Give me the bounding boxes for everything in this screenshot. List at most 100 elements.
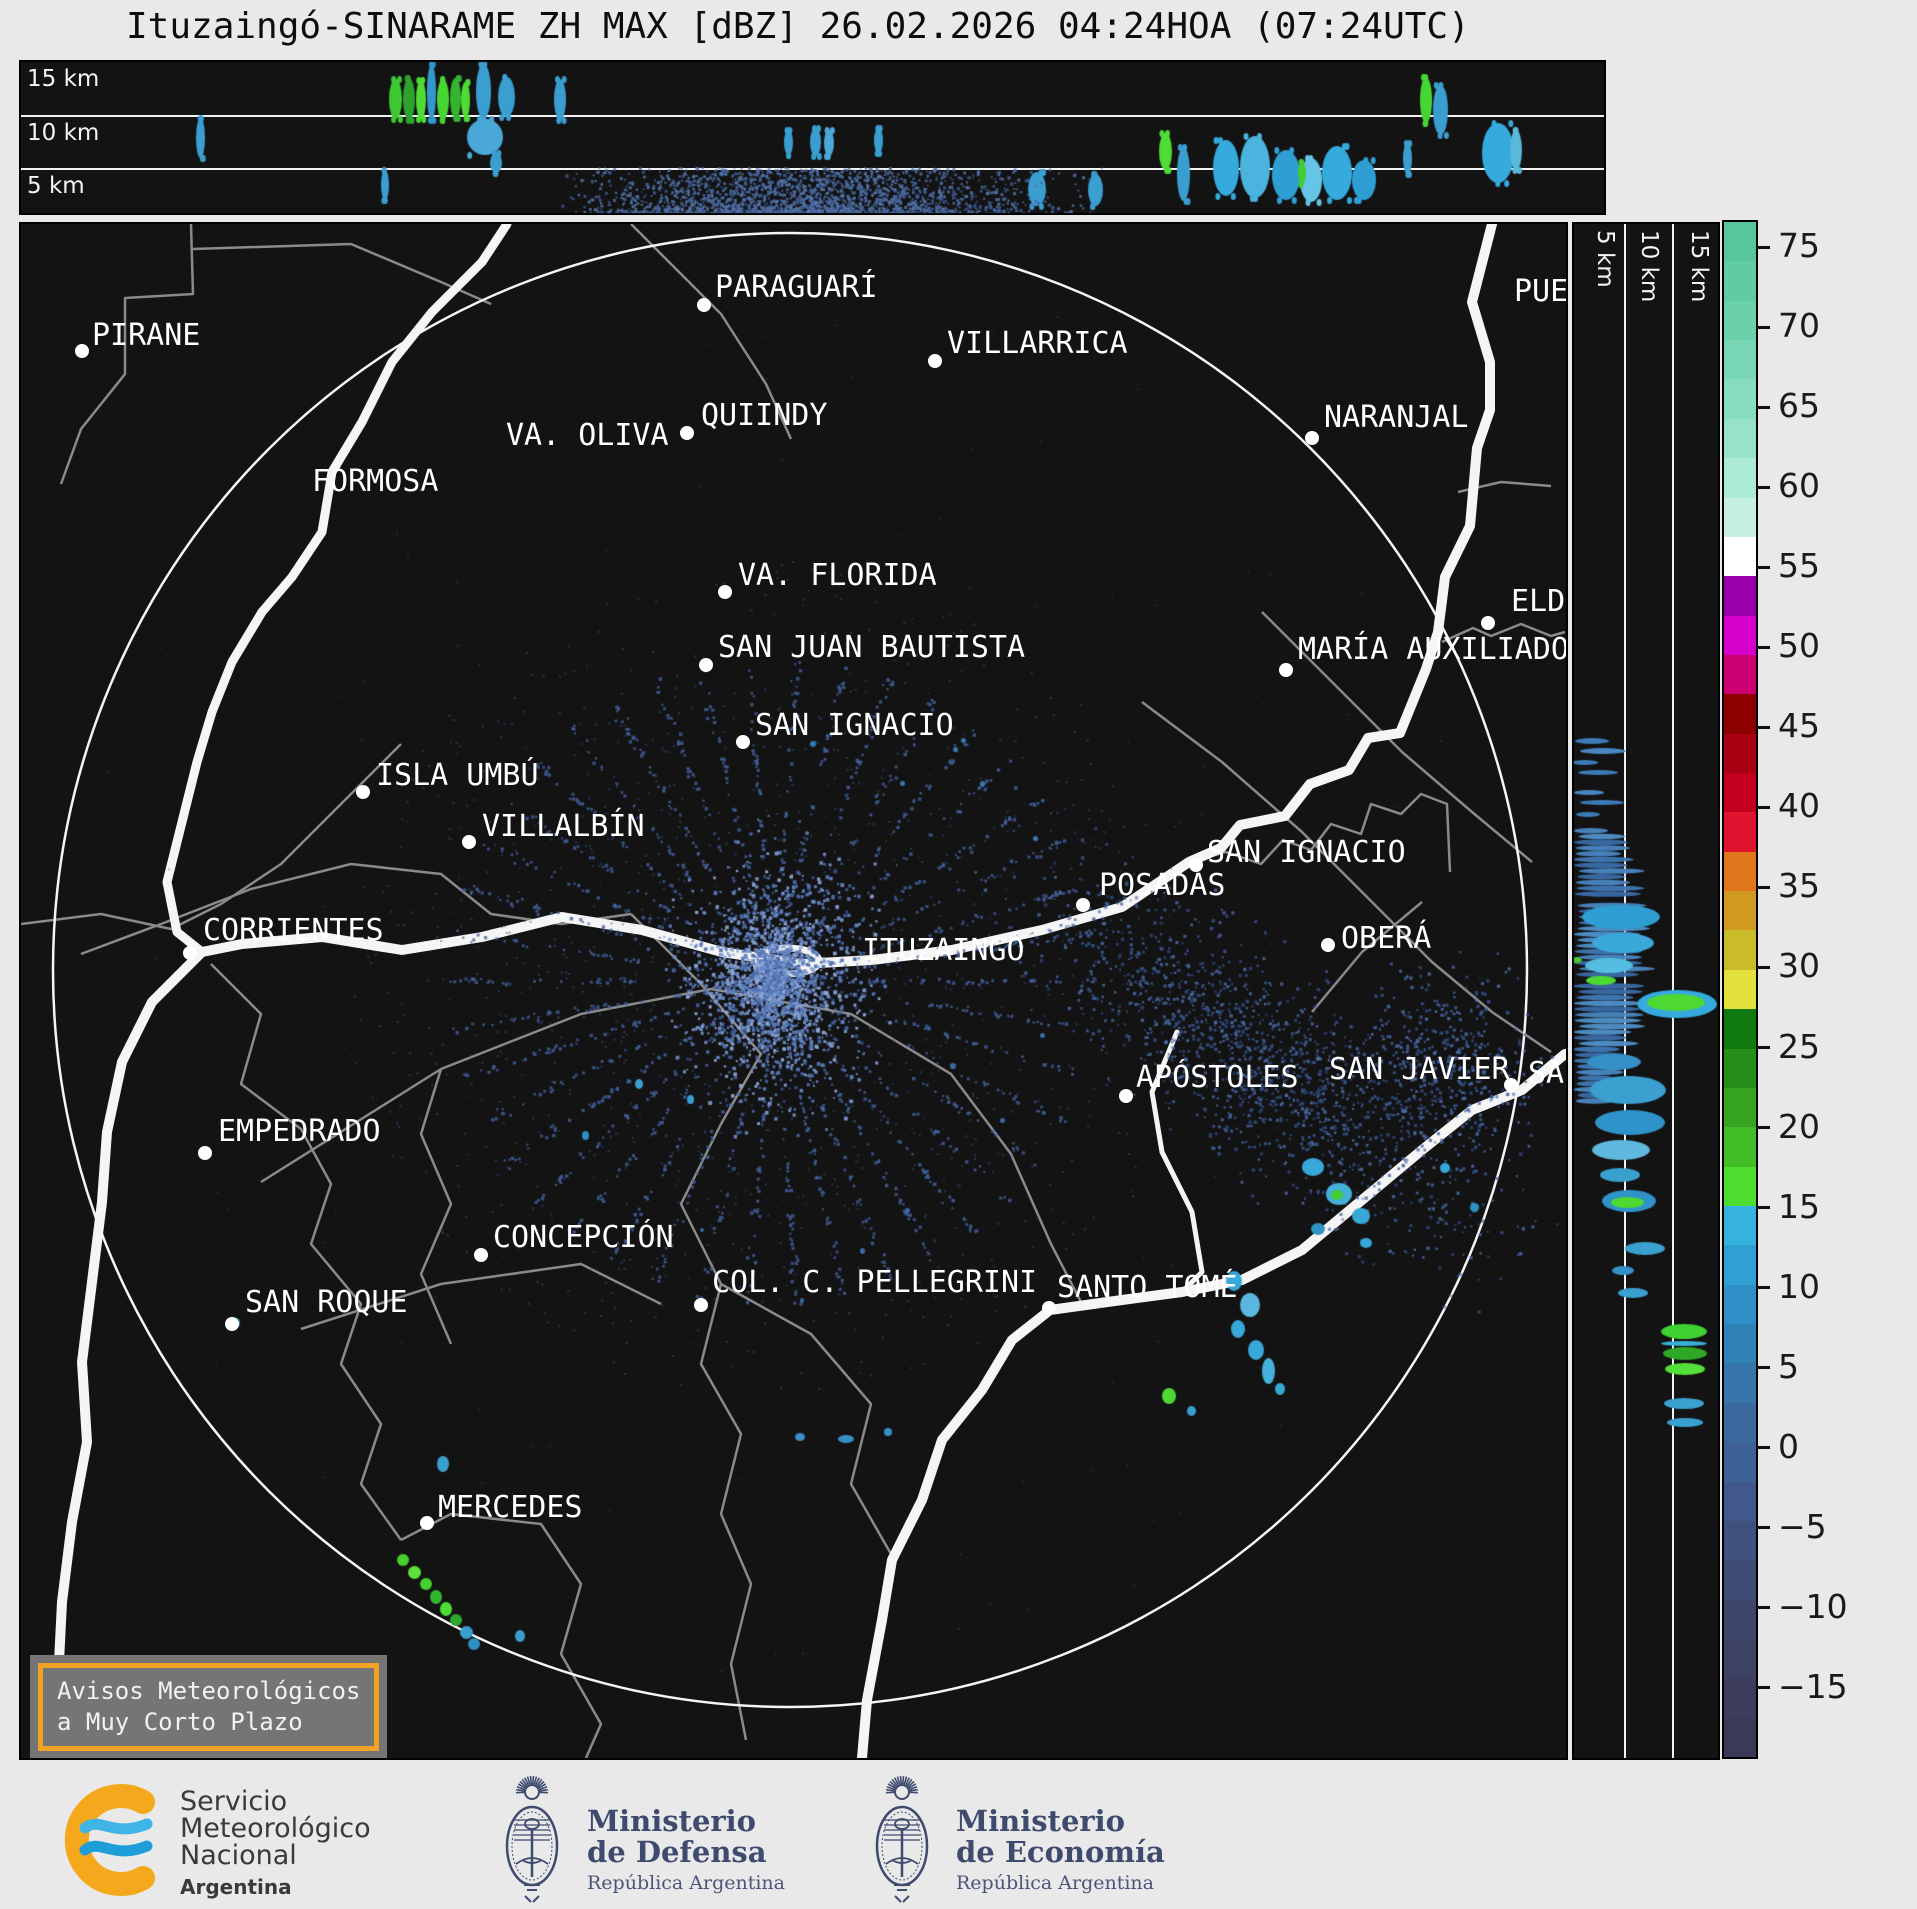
- colorbar-tick-label: 5: [1778, 1346, 1799, 1386]
- city-dot: [1076, 898, 1090, 912]
- colorbar-segment: [1724, 812, 1756, 852]
- height-label-10km: 10 km: [27, 120, 100, 146]
- colorbar-segment: [1724, 1284, 1756, 1325]
- colorbar-tick: [1757, 1606, 1770, 1610]
- colorbar-tick: [1757, 405, 1770, 409]
- colorbar-segment: [1724, 930, 1756, 970]
- colorbar-tick: [1757, 565, 1770, 569]
- city-label: VA. OLIVA: [506, 418, 669, 453]
- colorbar-segment: [1724, 694, 1756, 734]
- city-label: ELDORADO: [1511, 584, 1566, 619]
- defensa-line-1: Ministerio: [587, 1804, 757, 1838]
- colorbar-segment: [1724, 615, 1756, 655]
- smn-line-1: Servicio: [180, 1786, 288, 1817]
- city-label: SAN IGNACIO: [755, 708, 954, 743]
- colorbar-segment: [1724, 1324, 1756, 1364]
- range-circle: [51, 231, 1529, 1709]
- city-label: APÓSTOLES: [1136, 1060, 1299, 1095]
- colorbar-segment: [1724, 418, 1756, 459]
- colorbar-tick-label: 45: [1778, 706, 1820, 746]
- city-dot: [75, 344, 89, 358]
- colorbar-segment: [1724, 1245, 1756, 1285]
- colorbar-tick-label: 70: [1778, 305, 1820, 345]
- city-label: CONCEPCIÓN: [493, 1220, 674, 1255]
- colorbar-tick-label: 60: [1778, 466, 1820, 506]
- colorbar-tick-label: −15: [1778, 1666, 1848, 1706]
- city-label: SAN IGNACIO: [1207, 835, 1406, 870]
- colorbar-tick-label: 30: [1778, 946, 1820, 986]
- economia-logo-text: Ministerio de Economía República Argenti…: [956, 1806, 1165, 1895]
- colorbar-tick: [1757, 1206, 1770, 1210]
- dbz-colorbar: [1722, 220, 1758, 1759]
- city-dot: [1305, 431, 1319, 445]
- city-label: POSADAS: [1099, 868, 1226, 903]
- colorbar-segment: [1724, 1048, 1756, 1088]
- city-dot: [462, 835, 476, 849]
- defensa-logo-text: Ministerio de Defensa República Argentin…: [587, 1804, 785, 1895]
- city-dot: [680, 426, 694, 440]
- colorbar-tick: [1757, 805, 1770, 809]
- colorbar-segment: [1724, 1402, 1756, 1443]
- city-label: MARÍA AUXILIADORA: [1298, 632, 1568, 667]
- warning-notice-box[interactable]: Avisos Meteorológicos a Muy Corto Plazo: [30, 1655, 388, 1758]
- colorbar-tick: [1757, 1446, 1770, 1450]
- map-panel: Avisos Meteorológicos a Muy Corto Plazo …: [19, 222, 1568, 1760]
- city-dot: [420, 1516, 434, 1530]
- colorbar-tick-label: 75: [1778, 225, 1820, 265]
- city-label: EMPEDRADO: [218, 1114, 381, 1149]
- uruguay-river: [857, 1049, 1566, 1758]
- height-gridline-10km-v: [1624, 224, 1626, 1758]
- colorbar-tick-label: 25: [1778, 1026, 1820, 1066]
- defensa-line-3: República Argentina: [587, 1872, 785, 1894]
- colorbar-segment: [1724, 1205, 1756, 1246]
- city-label: PUERTO: [1514, 274, 1568, 309]
- defensa-line-2: de Defensa: [587, 1835, 767, 1869]
- height-label-5km: 5 km: [27, 173, 85, 199]
- colorbar-segment: [1724, 1560, 1756, 1600]
- colorbar-tick: [1757, 1286, 1770, 1290]
- colorbar-tick: [1757, 965, 1770, 969]
- colorbar-segment: [1724, 261, 1756, 301]
- colorbar-segment: [1724, 654, 1756, 695]
- city-dot: [718, 585, 732, 599]
- colorbar-tick-label: 10: [1778, 1266, 1820, 1306]
- height-label-10km-v: 10 km: [1636, 230, 1662, 303]
- colorbar-segment: [1724, 1127, 1756, 1167]
- city-label: PIRANE: [92, 318, 201, 353]
- colorbar-tick-label: 15: [1778, 1186, 1820, 1226]
- colorbar-segment: [1724, 1638, 1756, 1679]
- colorbar-segment: [1724, 969, 1756, 1010]
- footer-logos: Servicio Meteorológico Nacional Argentin…: [0, 1762, 1917, 1909]
- colorbar-segment: [1724, 576, 1756, 616]
- city-dot: [699, 658, 713, 672]
- city-label: COL. C. PELLEGRINI: [712, 1265, 1038, 1300]
- city-label: QUIINDY: [701, 398, 828, 433]
- colorbar-tick: [1757, 725, 1770, 729]
- city-dot: [697, 298, 711, 312]
- colorbar-segment: [1724, 458, 1756, 498]
- city-label: SAN: [1528, 1056, 1566, 1091]
- city-label: OBERÁ: [1341, 921, 1432, 956]
- colorbar-tick: [1757, 645, 1770, 649]
- department-borders: [21, 224, 1566, 1758]
- colorbar-segment: [1724, 1599, 1756, 1639]
- colorbar-tick: [1757, 1526, 1770, 1530]
- top-cross-section-panel: 15 km 10 km 5 km: [19, 60, 1606, 215]
- height-label-5km-v: 5 km: [1592, 230, 1618, 288]
- city-dot: [1279, 663, 1293, 677]
- colorbar-segment: [1724, 497, 1756, 537]
- colorbar-segment: [1724, 1520, 1756, 1561]
- city-dot: [1042, 1301, 1056, 1315]
- colorbar-segment: [1724, 536, 1756, 577]
- colorbar-tick-label: −5: [1778, 1506, 1827, 1546]
- height-gridline-10km: [21, 115, 1604, 117]
- city-dot: [928, 354, 942, 368]
- parana-river: [52, 224, 1497, 1758]
- colorbar-tick-label: 50: [1778, 626, 1820, 666]
- colorbar-tick-label: 20: [1778, 1106, 1820, 1146]
- colorbar-segment: [1724, 1166, 1756, 1206]
- colorbar-tick: [1757, 1046, 1770, 1049]
- city-label: CORRIENTES: [203, 913, 384, 948]
- smn-logo-text: Servicio Meteorológico Nacional Argentin…: [180, 1788, 371, 1899]
